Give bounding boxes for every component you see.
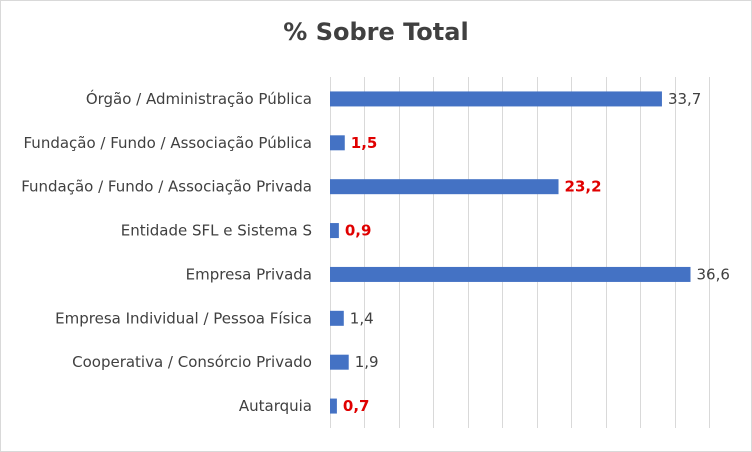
category-label: Órgão / Administração Pública [86,89,312,108]
bar-5 [330,310,344,326]
value-labels: 33,7 1,5 23,2 0,9 36,6 1,4 1,9 0,7 [343,90,730,415]
bar-7 [330,398,337,414]
data-label: 1,5 [351,134,378,152]
category-labels: Órgão / Administração Pública Fundação / … [21,89,312,415]
bar-4 [330,266,691,282]
category-label: Autarquia [239,397,312,415]
data-label: 0,9 [345,222,372,240]
bar-6 [330,354,349,370]
data-label: 33,7 [668,90,701,108]
category-label: Empresa Individual / Pessoa Física [55,309,312,327]
data-label: 0,7 [343,397,370,415]
category-label: Fundação / Fundo / Associação Privada [21,178,312,196]
data-label: 1,4 [350,309,374,327]
category-label: Entidade SFL e Sistema S [121,222,312,240]
data-label: 36,6 [697,265,730,283]
data-label: 1,9 [355,353,379,371]
category-label: Fundação / Fundo / Associação Pública [24,134,313,152]
category-label: Cooperativa / Consórcio Privado [72,353,312,371]
chart-title: % Sobre Total [283,18,469,46]
category-label: Empresa Privada [186,265,312,283]
data-label: 23,2 [565,178,602,196]
bars [330,91,691,414]
gridlines [330,77,710,428]
bar-0 [330,91,662,107]
bar-2 [330,179,559,195]
bar-3 [330,223,339,239]
bar-1 [330,135,345,151]
